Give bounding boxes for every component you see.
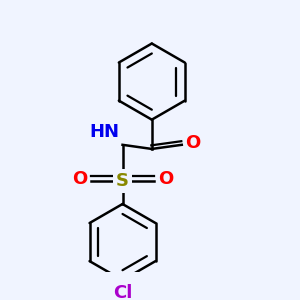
Text: HN: HN bbox=[89, 123, 119, 141]
Text: O: O bbox=[185, 134, 201, 152]
Text: O: O bbox=[158, 170, 173, 188]
Text: S: S bbox=[116, 172, 129, 190]
Text: O: O bbox=[72, 170, 87, 188]
Text: Cl: Cl bbox=[113, 284, 132, 300]
